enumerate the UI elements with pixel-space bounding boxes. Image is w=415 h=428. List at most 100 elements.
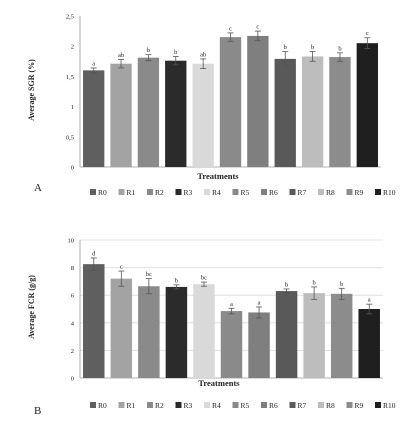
legend-swatch-r0 [90,189,96,195]
legend-label: R3 [184,401,193,410]
legend-swatch-r3 [175,402,182,408]
y-axis-title: Average SGR (%) [27,59,36,121]
legend-swatch-r3 [175,189,182,195]
bar-r4 [192,63,214,167]
significance-letter: b [338,45,341,52]
legend-label: R6 [269,188,278,197]
bar-r1 [110,278,133,378]
legend-swatch-r9 [346,402,353,408]
y-tick-label: 2 [71,44,74,51]
bar-r3 [165,60,187,167]
y-tick-label: 8 [71,265,74,272]
bar-r9 [330,293,353,378]
significance-letter: b [340,281,343,288]
panel-label: A [34,182,42,194]
significance-letter: a [230,301,233,308]
y-tick-label: 6 [71,293,75,300]
bar-r8 [301,56,324,167]
legend-swatch-r7 [289,189,296,195]
bar-r3 [165,286,188,378]
legend-label: R7 [298,188,307,197]
significance-letter: c [366,30,369,37]
legend-label: R5 [241,401,250,410]
bar-r6 [247,35,269,167]
legend-swatch-r6 [261,402,267,408]
y-tick-label: 10 [68,238,75,245]
legend-swatch-r1 [118,402,125,408]
bar-r0 [83,264,105,378]
y-tick-label: 0 [71,165,74,172]
y-tick-label: 4 [71,320,75,327]
y-tick-label: 0 [71,376,74,383]
legend-label: R1 [127,401,136,410]
legend-label: R2 [155,401,164,410]
significance-letter: b [285,281,288,288]
legend-swatch-r1 [118,189,125,195]
significance-letter: ab [118,52,124,59]
legend-label: R0 [98,188,107,197]
legend-swatch-r10 [375,402,381,408]
legend-label: R10 [383,188,396,197]
bar-r2 [138,286,160,378]
y-tick-label: 2,5 [66,14,74,21]
y-tick-label: 1,5 [66,74,74,81]
chart-panel-b: Average FCR (g/g) Treatments B 0 2 4 6 8 10 d c… [27,238,396,418]
y-tick-label: 2 [71,348,74,355]
legend-label: R9 [355,188,364,197]
bar-r7 [274,58,296,167]
legend-label: R4 [212,188,221,197]
bar-r5 [220,311,243,378]
legend-label: R8 [326,188,335,197]
legend-swatch-r4 [204,189,210,195]
legend-label: R5 [241,188,250,197]
legend-swatch-r10 [375,189,381,195]
legend-swatch-r5 [232,189,239,195]
legend-label: R1 [127,188,136,197]
legend-swatch-r2 [147,402,153,408]
legend-label: R9 [355,401,364,410]
significance-letter: bc [201,275,207,282]
significance-letter: c [229,25,232,32]
significance-letter: c [120,264,123,271]
bar-r10 [358,309,380,378]
bar-r7 [275,291,298,378]
legend-label: R3 [184,188,193,197]
significance-letter: bc [146,271,152,278]
significance-letter: d [92,250,96,257]
legend-swatch-r6 [261,189,267,195]
bar-r4 [193,284,215,378]
legend-label: R8 [326,401,335,410]
legend-label: R0 [98,401,107,410]
bar-r1 [110,63,132,167]
x-axis-title: Treatments [198,378,240,388]
significance-letter: ab [200,51,206,58]
significance-letter: a [368,297,371,304]
legend-label: R7 [298,401,307,410]
bar-r8 [303,293,325,378]
legend-swatch-r5 [232,402,239,408]
y-tick-label: 1 [71,104,74,111]
legend-swatch-r2 [147,189,153,195]
significance-letter: b [311,44,314,51]
legend-swatch-r7 [289,402,296,408]
significance-letter: a [92,60,95,67]
legend-swatch-r8 [318,402,324,408]
y-axis-title: Average FCR (g/g) [27,275,36,339]
significance-letter: b [147,47,150,54]
legend-label: R4 [212,401,221,410]
significance-letter: c [256,24,259,31]
legend-label: R10 [383,401,396,410]
y-tick-label: 0,5 [66,134,74,141]
legend-swatch-r4 [204,402,210,408]
bar-r5 [219,37,242,167]
significance-letter: b [174,49,177,56]
x-axis-title: Treatments [197,171,239,181]
significance-letter: a [258,299,261,306]
significance-letter: b [284,44,287,51]
significance-letter: b [313,279,316,286]
legend-label: R6 [269,401,278,410]
panel-label: B [34,405,41,417]
chart-panel-a: Average SGR (%) Treatments A 0 0,5 1 1,5 2 2,… [27,14,396,198]
legend-swatch-r8 [318,189,324,195]
